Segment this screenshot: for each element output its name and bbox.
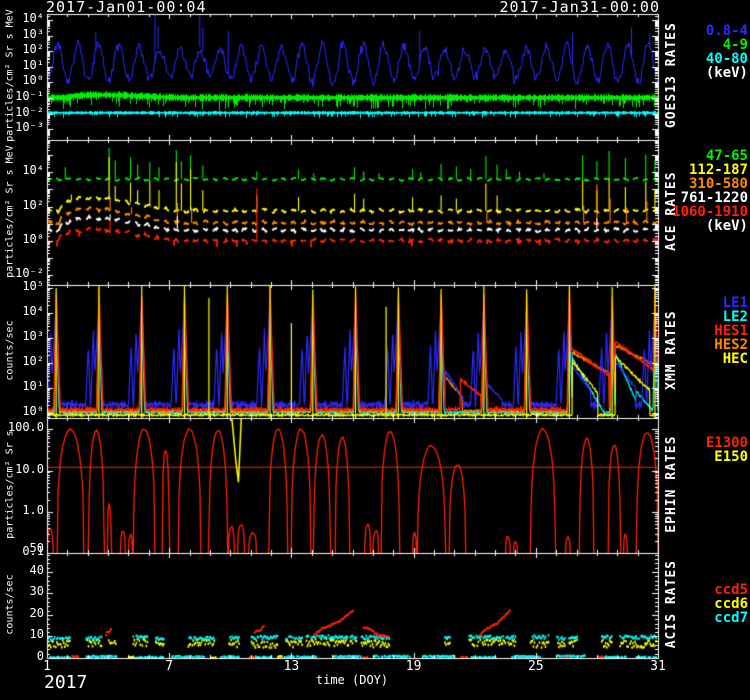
x-tick-label: 7	[165, 659, 174, 674]
y-tick-label-acis: 30	[29, 584, 44, 599]
legend-ace-1060-1910: 1060-1910	[672, 204, 748, 220]
x-tick-label: 19	[405, 659, 422, 674]
y-tick-label-acis: 40	[29, 562, 44, 577]
legend-ace-761-1220: 761-1220	[680, 190, 748, 206]
y-tick-label-acis: 20	[29, 605, 44, 620]
legend-xmm-HES1: HES1	[714, 323, 748, 339]
legend-acis-ccd6: ccd6	[714, 596, 748, 612]
legend-ephin-E150: E150	[714, 449, 748, 465]
y-tick-label-xmm: 10³	[22, 329, 44, 343]
y-tick-label-ace: 10⁰	[22, 231, 44, 246]
legend-xmm-LE1: LE1	[722, 295, 748, 311]
y-tick-label-goes13: 10³	[22, 26, 44, 41]
y-tick-label-ephin: 10.0	[15, 461, 44, 476]
y-tick-label-goes13: 10⁴	[22, 11, 44, 26]
legend-xmm-HEC: HEC	[722, 351, 748, 367]
legend-xmm-HES2: HES2	[714, 337, 748, 353]
y-axis-title-acis: counts/sec	[4, 573, 16, 635]
y-axis-title-ace: particles/cm² Sr s MeV	[4, 144, 16, 278]
legend-goes13-4-9: 4-9	[722, 37, 748, 53]
y-tick-label-xmm: 10⁴	[22, 304, 44, 318]
legend-ace-47-65: 47-65	[705, 148, 748, 164]
panel-title-xmm: XMM RATES	[663, 309, 679, 390]
legend-xmm-LE2: LE2	[722, 309, 748, 325]
legend-goes13-0.8-4: 0.8-4	[705, 23, 748, 39]
y-tick-label-goes13: 10¹	[22, 57, 44, 72]
end-time-title: 2017-Jan31-00:00	[499, 0, 660, 16]
y-tick-label-xmm: 10⁵	[22, 279, 44, 293]
x-tick-label: 1	[43, 659, 51, 674]
y-tick-label-goes13: 10⁰	[22, 73, 44, 88]
legend-ace-310-580: 310-580	[688, 176, 748, 192]
panel-title-goes13: GOES13 RATES	[663, 22, 679, 129]
y-tick-label-acis: 0	[36, 649, 44, 663]
x-tick-label: 25	[527, 659, 544, 674]
y-tick-label-ephin: 1.0	[22, 503, 44, 517]
y-tick-label-goes13: 10⁻²	[15, 104, 44, 119]
legend-ace-(keV): (keV)	[705, 218, 748, 234]
legend-acis-ccd7: ccd7	[714, 610, 748, 626]
y-tick-label-goes13: 10⁻³	[15, 120, 44, 135]
y-tick-label-xmm: 10²	[22, 354, 44, 368]
legend-acis-ccd5: ccd5	[714, 582, 748, 598]
y-tick-label-goes13: 10⁻¹	[15, 89, 44, 103]
x-axis-label: time (DOY)	[315, 673, 389, 687]
y-tick-label-acis: 50	[29, 541, 44, 556]
y-tick-label-ephin: 0.1	[22, 544, 44, 559]
start-time-title: 2017-Jan01-00:04	[46, 0, 207, 16]
y-axis-title-goes13: particles/cm² Sr s MeV	[4, 9, 16, 142]
legend-ephin-E1300: E1300	[705, 435, 748, 451]
panel-title-acis: ACIS RATES	[663, 559, 679, 648]
y-tick-label-acis: 10	[29, 627, 44, 642]
x-tick-label: 13	[283, 659, 300, 674]
y-tick-label-ace: 10⁴	[22, 163, 44, 178]
y-axis-title-xmm: counts/sec	[4, 319, 16, 381]
y-tick-label-ace: 10²	[22, 197, 44, 212]
y-tick-label-ephin: 100.0	[7, 420, 44, 435]
y-tick-label-ace: 10⁻²	[15, 265, 44, 280]
y-tick-label-xmm: 10⁰	[22, 404, 44, 418]
year-label: 2017	[44, 672, 88, 693]
y-tick-label-xmm: 10¹	[22, 379, 44, 393]
legend-ace-112-187: 112-187	[688, 162, 748, 178]
x-tick-label: 31	[650, 659, 666, 674]
legend-goes13-40-80: 40-80	[705, 51, 748, 67]
y-tick-label-goes13: 10²	[22, 42, 44, 57]
legend-goes13-(keV): (keV)	[705, 65, 748, 81]
panel-title-ephin: EPHIN RATES	[663, 435, 679, 533]
